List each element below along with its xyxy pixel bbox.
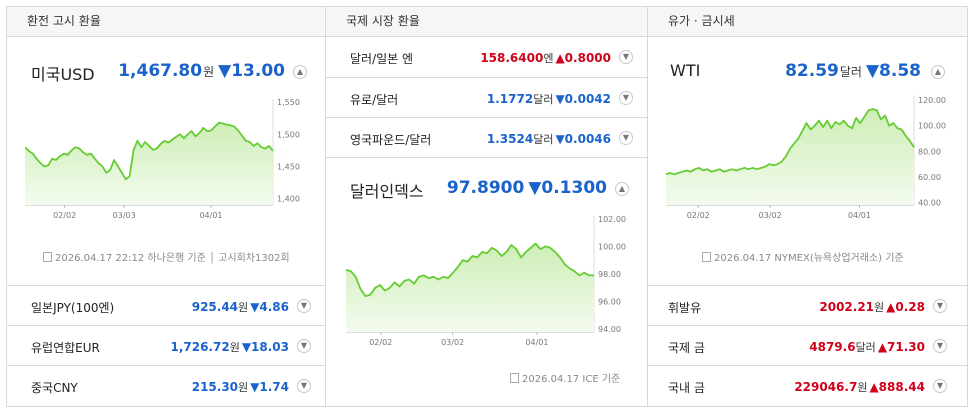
y-tick-label: 60.00 [918, 173, 941, 182]
y-tick-label: 98.00 [598, 270, 621, 279]
collapse-toggle-icon[interactable]: ▲ [293, 65, 307, 79]
x-tick-label: 02/02 [687, 211, 710, 220]
document-icon [43, 252, 52, 262]
list-item[interactable]: 휘발유 2002.21원 ▲0.28 ▼ [648, 285, 967, 325]
y-tick-label: 1,550 [277, 98, 300, 107]
expand-toggle-icon[interactable]: ▼ [933, 339, 947, 353]
panel-title: 환전 고시 환율 [7, 7, 325, 37]
expand-toggle-icon[interactable]: ▼ [933, 379, 947, 393]
y-tick-label: 1,450 [277, 162, 300, 171]
expand-toggle-icon[interactable]: ▼ [619, 50, 633, 64]
list-item[interactable]: 영국파운드/달러 1.3524달러 ▼0.0046 ▼ [326, 117, 647, 157]
x-tick-label: 04/01 [199, 211, 222, 220]
main-currency-value: 1,467.80원 ▼13.00 [118, 61, 285, 81]
international-market-panel: 국제 시장 환율 달러/일본 엔 158.6400엔 ▲0.8000 ▼ 유로/달… [326, 6, 648, 407]
y-tick-label: 96.00 [598, 298, 621, 307]
document-icon [702, 252, 711, 262]
x-tick-label: 04/01 [525, 338, 548, 347]
y-tick-label: 1,400 [277, 195, 300, 204]
main-index-name: 달러인덱스 [350, 182, 424, 201]
panel-title: 국제 시장 환율 [326, 7, 647, 37]
x-tick-label: 02/02 [53, 211, 76, 220]
expand-toggle-icon[interactable]: ▼ [933, 299, 947, 313]
list-item[interactable]: 유럽연합EUR 1,726.72원 ▼18.03 ▼ [7, 325, 325, 365]
list-item[interactable]: 국내 금 229046.7원 ▲888.44 ▼ [648, 365, 967, 405]
source-note: 2026.04.17 22:12 하나은행 기준 │ 고시회차1302회 [43, 249, 290, 264]
series-area [25, 122, 273, 205]
usd-chart: 1,400 1,450 1,500 1,550 02/02 03/03 04/01 [25, 93, 315, 223]
y-tick-label: 40.00 [918, 198, 941, 207]
x-tick-label: 03/02 [759, 211, 782, 220]
collapse-toggle-icon[interactable]: ▲ [615, 182, 629, 196]
source-note: 2026.04.17 NYMEX(뉴욕상업거래소) 기준 [702, 249, 904, 264]
main-currency-name: 미국USD [31, 65, 95, 84]
expand-toggle-icon[interactable]: ▼ [619, 91, 633, 105]
oil-gold-panel: 유가 · 금시세 WTI 82.59달러 ▼8.58 ▲ 40.00 60.00 80… [648, 6, 968, 407]
x-tick-label: 03/03 [113, 211, 136, 220]
wti-main-box[interactable]: WTI 82.59달러 ▼8.58 ▲ 40.00 60.00 80.00 100.00… [648, 37, 967, 285]
series-area [346, 243, 594, 332]
exchange-notice-panel: 환전 고시 환율 미국USD 1,467.80원 ▼13.00 ▲ 1,400 1,… [6, 6, 326, 407]
y-tick-label: 100.00 [918, 122, 946, 131]
dollar-index-chart: 94.00 96.00 98.00 100.00 102.00 02/02 03/02 04/… [346, 210, 636, 350]
list-item[interactable]: 일본JPY(100엔) 925.44원 ▼4.86 ▼ [7, 285, 325, 325]
collapse-toggle-icon[interactable]: ▲ [931, 65, 945, 79]
dollar-index-main-box[interactable]: 달러인덱스 97.8900 ▼0.1300 ▲ 94.00 96.00 98.00 10… [326, 157, 647, 407]
y-tick-label: 120.00 [918, 96, 946, 105]
x-tick-label: 04/01 [848, 211, 871, 220]
expand-toggle-icon[interactable]: ▼ [619, 131, 633, 145]
series-line [25, 121, 274, 181]
main-commodity-value: 82.59달러 ▼8.58 [785, 61, 921, 81]
main-commodity-name: WTI [670, 61, 701, 80]
x-tick-label: 03/02 [441, 338, 464, 347]
y-tick-label: 100.00 [598, 242, 626, 251]
panel-title: 유가 · 금시세 [648, 7, 967, 37]
list-item[interactable]: 유로/달러 1.1772달러 ▼0.0042 ▼ [326, 77, 647, 117]
list-item[interactable]: 국제 금 4879.6달러 ▲71.30 ▼ [648, 325, 967, 365]
main-index-value: 97.8900 ▼0.1300 [446, 178, 607, 198]
list-item[interactable]: 달러/일본 엔 158.6400엔 ▲0.8000 ▼ [326, 37, 647, 77]
expand-toggle-icon[interactable]: ▼ [297, 339, 311, 353]
expand-toggle-icon[interactable]: ▼ [297, 379, 311, 393]
y-tick-label: 1,500 [277, 130, 300, 139]
x-tick-label: 02/02 [369, 338, 392, 347]
source-note: 2026.04.17 ICE 기준 [510, 370, 620, 385]
series-line [346, 242, 594, 297]
list-item[interactable]: 중국CNY 215.30원 ▼1.74 ▼ [7, 365, 325, 405]
wti-chart: 40.00 60.00 80.00 100.00 120.00 02/02 03/02 04/… [666, 89, 956, 223]
y-tick-label: 94.00 [598, 325, 621, 334]
y-tick-label: 102.00 [598, 215, 626, 224]
y-tick-label: 80.00 [918, 147, 941, 156]
usd-main-box[interactable]: 미국USD 1,467.80원 ▼13.00 ▲ 1,400 1,450 1,500 1… [7, 37, 325, 285]
series-line [666, 108, 915, 176]
expand-toggle-icon[interactable]: ▼ [297, 299, 311, 313]
series-area [666, 109, 914, 205]
document-icon [510, 373, 519, 383]
